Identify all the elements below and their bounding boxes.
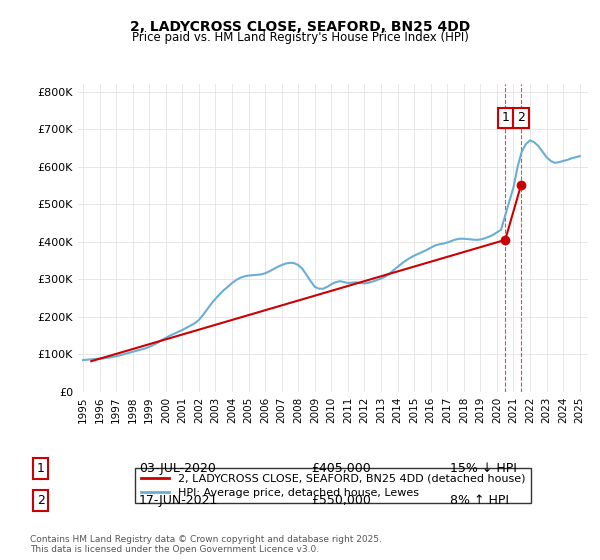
- Text: 2, LADYCROSS CLOSE, SEAFORD, BN25 4DD: 2, LADYCROSS CLOSE, SEAFORD, BN25 4DD: [130, 20, 470, 34]
- Text: £405,000: £405,000: [311, 462, 371, 475]
- Text: 1: 1: [501, 111, 509, 124]
- Text: 2: 2: [37, 494, 45, 507]
- Legend: 2, LADYCROSS CLOSE, SEAFORD, BN25 4DD (detached house), HPI: Average price, deta: 2, LADYCROSS CLOSE, SEAFORD, BN25 4DD (d…: [136, 468, 530, 503]
- Text: 15% ↓ HPI: 15% ↓ HPI: [450, 462, 517, 475]
- Text: 03-JUL-2020: 03-JUL-2020: [139, 462, 215, 475]
- Text: Contains HM Land Registry data © Crown copyright and database right 2025.
This d: Contains HM Land Registry data © Crown c…: [30, 535, 382, 554]
- Text: 1: 1: [37, 462, 45, 475]
- Text: 8% ↑ HPI: 8% ↑ HPI: [450, 494, 509, 507]
- Text: 2: 2: [517, 111, 525, 124]
- Text: £550,000: £550,000: [311, 494, 371, 507]
- Text: Price paid vs. HM Land Registry's House Price Index (HPI): Price paid vs. HM Land Registry's House …: [131, 31, 469, 44]
- Text: 17-JUN-2021: 17-JUN-2021: [139, 494, 218, 507]
